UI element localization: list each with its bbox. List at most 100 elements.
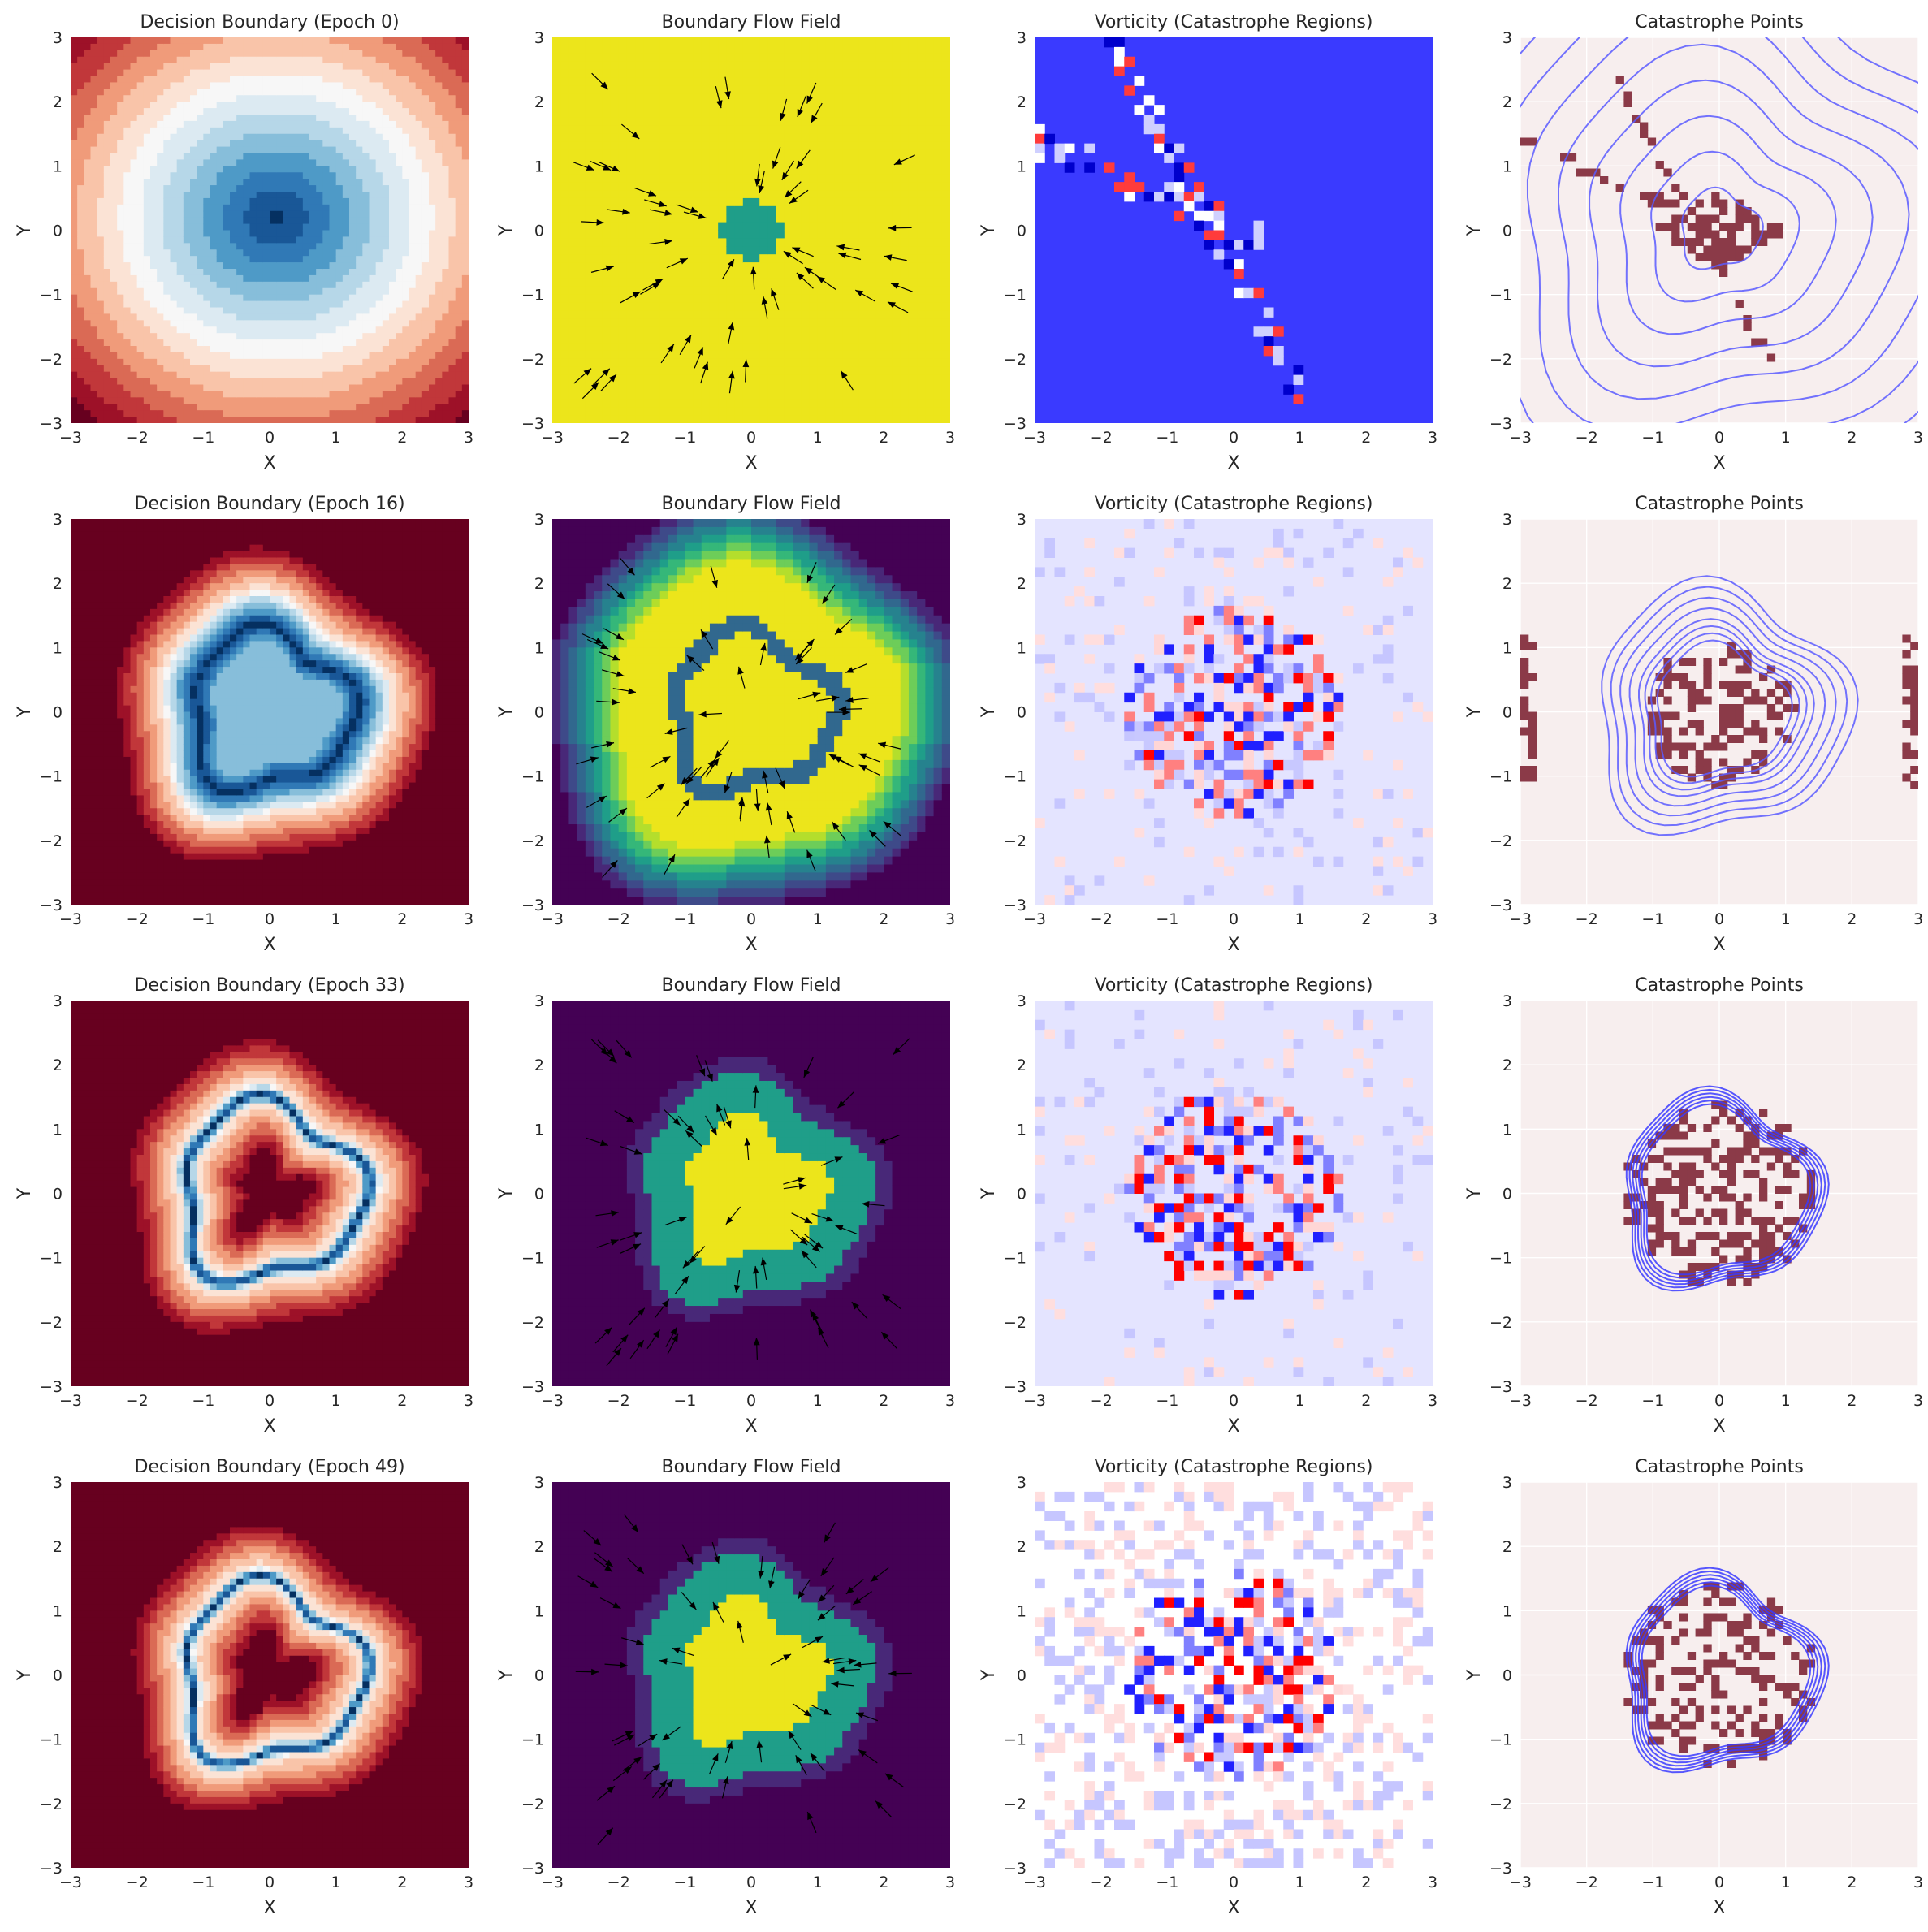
boundary-cell bbox=[369, 108, 377, 115]
boundary-cell bbox=[243, 69, 251, 77]
boundary-cell bbox=[84, 50, 92, 58]
flow-cell bbox=[784, 37, 793, 46]
boundary-cell bbox=[176, 223, 184, 231]
boundary-cell bbox=[421, 204, 430, 212]
flow-cell bbox=[709, 399, 719, 408]
boundary-cell bbox=[117, 217, 124, 225]
boundary-cell bbox=[223, 358, 231, 366]
boundary-cell bbox=[71, 95, 78, 102]
boundary-cell bbox=[256, 102, 264, 109]
boundary-cell bbox=[110, 172, 118, 179]
flow-cell bbox=[701, 110, 711, 119]
boundary-cell bbox=[123, 115, 132, 122]
flow-cell bbox=[610, 85, 620, 94]
flow-cell bbox=[560, 286, 570, 296]
boundary-cell bbox=[97, 391, 105, 398]
flow-cell bbox=[643, 383, 653, 392]
boundary-cell bbox=[270, 108, 277, 115]
flow-cell bbox=[742, 77, 752, 86]
x-tick-label: 3 bbox=[464, 429, 473, 447]
boundary-cell bbox=[117, 179, 124, 186]
boundary-cell bbox=[170, 63, 178, 71]
flow-cell bbox=[726, 399, 736, 408]
boundary-cell bbox=[296, 115, 304, 122]
boundary-cell bbox=[455, 89, 463, 96]
boundary-cell bbox=[130, 320, 138, 327]
boundary-cell bbox=[197, 159, 204, 166]
flow-cell bbox=[643, 286, 653, 296]
boundary-cell bbox=[210, 365, 218, 373]
flow-cell bbox=[668, 61, 677, 71]
boundary-cell bbox=[316, 320, 323, 327]
boundary-cell bbox=[362, 140, 370, 148]
boundary-cell bbox=[402, 333, 410, 340]
boundary-cell bbox=[230, 172, 237, 179]
boundary-cell bbox=[123, 230, 132, 238]
boundary-cell bbox=[90, 236, 98, 244]
boundary-cell bbox=[421, 159, 430, 166]
boundary-cell bbox=[157, 63, 164, 71]
flow-cell bbox=[685, 302, 694, 312]
flow-cell bbox=[726, 302, 736, 312]
boundary-cell bbox=[389, 127, 396, 135]
boundary-cell bbox=[249, 307, 257, 315]
boundary-cell bbox=[262, 346, 270, 353]
boundary-cell bbox=[382, 166, 390, 173]
boundary-cell bbox=[322, 397, 331, 404]
boundary-cell bbox=[322, 217, 331, 225]
flow-cell bbox=[594, 133, 603, 143]
boundary-cell bbox=[409, 108, 417, 115]
boundary-cell bbox=[322, 95, 331, 102]
boundary-cell bbox=[415, 274, 423, 283]
boundary-cell bbox=[256, 410, 264, 417]
flow-cell bbox=[602, 246, 612, 255]
boundary-cell bbox=[302, 185, 310, 192]
boundary-cell bbox=[123, 120, 132, 128]
boundary-cell bbox=[349, 197, 357, 205]
boundary-cell bbox=[223, 217, 231, 225]
flow-cell bbox=[602, 415, 612, 423]
boundary-cell bbox=[170, 197, 178, 205]
boundary-cell bbox=[77, 307, 84, 315]
boundary-cell bbox=[421, 358, 430, 366]
boundary-cell bbox=[136, 133, 145, 141]
boundary-cell bbox=[342, 287, 350, 296]
boundary-cell bbox=[183, 287, 191, 296]
boundary-cell bbox=[256, 76, 264, 84]
boundary-cell bbox=[375, 243, 383, 250]
boundary-cell bbox=[270, 63, 277, 71]
boundary-cell bbox=[396, 115, 403, 122]
boundary-cell bbox=[316, 307, 323, 315]
boundary-cell bbox=[342, 37, 350, 45]
flow-cell bbox=[709, 278, 719, 287]
flow-cell bbox=[626, 77, 636, 86]
boundary-cell bbox=[289, 179, 297, 186]
boundary-cell bbox=[349, 378, 357, 386]
boundary-cell bbox=[448, 287, 456, 296]
boundary-cell bbox=[356, 140, 363, 148]
boundary-cell bbox=[369, 197, 377, 205]
boundary-cell bbox=[230, 133, 237, 141]
boundary-cell bbox=[203, 287, 211, 296]
boundary-cell bbox=[421, 140, 430, 148]
flow-cell bbox=[767, 214, 777, 223]
flow-cell bbox=[751, 383, 760, 392]
flow-cell bbox=[651, 262, 661, 271]
boundary-cell bbox=[197, 410, 204, 417]
boundary-cell bbox=[382, 37, 390, 45]
flow-cell bbox=[718, 335, 727, 344]
boundary-cell bbox=[143, 236, 151, 244]
boundary-cell bbox=[90, 133, 98, 141]
boundary-cell bbox=[163, 179, 171, 186]
boundary-cell bbox=[396, 365, 403, 373]
boundary-cell bbox=[329, 204, 337, 212]
flow-cell bbox=[577, 254, 586, 263]
boundary-cell bbox=[90, 243, 98, 250]
flow-cell bbox=[594, 391, 603, 400]
boundary-cell bbox=[429, 179, 436, 186]
boundary-cell bbox=[163, 371, 171, 379]
boundary-cell bbox=[223, 384, 231, 392]
boundary-cell bbox=[236, 269, 244, 276]
boundary-cell bbox=[163, 384, 171, 392]
flow-cell bbox=[677, 85, 685, 94]
